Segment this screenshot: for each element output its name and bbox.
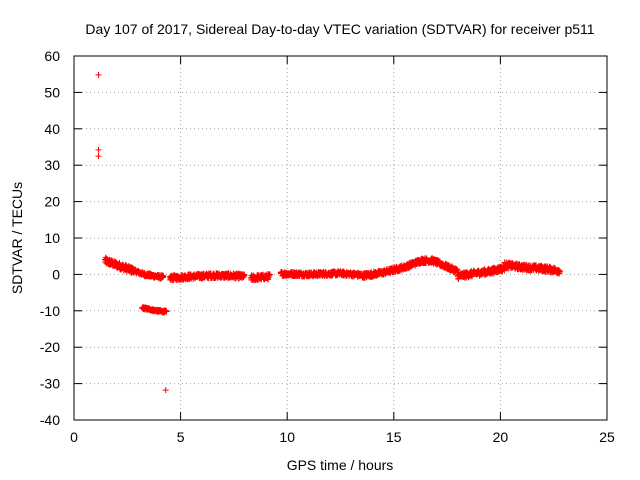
tick-labels: 0 5 10 15 20 25 -40 -30 -20 -10 0 10 20 30 40 50 60	[40, 48, 615, 445]
plot-frame	[73, 55, 608, 421]
y-tick-label: 60	[44, 48, 60, 64]
y-tick-label: 50	[44, 84, 60, 100]
data-point	[160, 272, 167, 279]
data-point	[163, 308, 170, 315]
outlier-point	[95, 153, 102, 160]
x-tick-label: 0	[70, 429, 78, 445]
chart-title: Day 107 of 2017, Sidereal Day-to-day VTE…	[85, 21, 594, 37]
y-tick-label: 10	[44, 230, 60, 246]
x-tick-label: 15	[386, 429, 402, 445]
data-point	[266, 271, 273, 278]
y-tick-label: -20	[40, 339, 60, 355]
x-tick-label: 20	[493, 429, 509, 445]
data-points	[95, 71, 563, 394]
data-point	[556, 268, 563, 275]
y-tick-label: 30	[44, 157, 60, 173]
grid	[74, 56, 607, 420]
y-axis-title: SDTVAR / TECUs	[9, 182, 25, 294]
y-tick-label: 0	[52, 266, 60, 282]
outlier-point	[95, 71, 102, 78]
x-tick-label: 10	[279, 429, 295, 445]
y-tick-label: 20	[44, 194, 60, 210]
x-tick-label: 5	[177, 429, 185, 445]
y-tick-label: 40	[44, 121, 60, 137]
ticks	[73, 55, 608, 421]
y-tick-label: -10	[40, 303, 60, 319]
x-tick-label: 25	[599, 429, 615, 445]
x-axis-title: GPS time / hours	[287, 457, 394, 473]
data-point	[241, 272, 248, 279]
outlier-point	[95, 146, 102, 153]
y-tick-label: -30	[40, 376, 60, 392]
outlier-point	[162, 387, 169, 394]
y-tick-label: -40	[40, 412, 60, 428]
